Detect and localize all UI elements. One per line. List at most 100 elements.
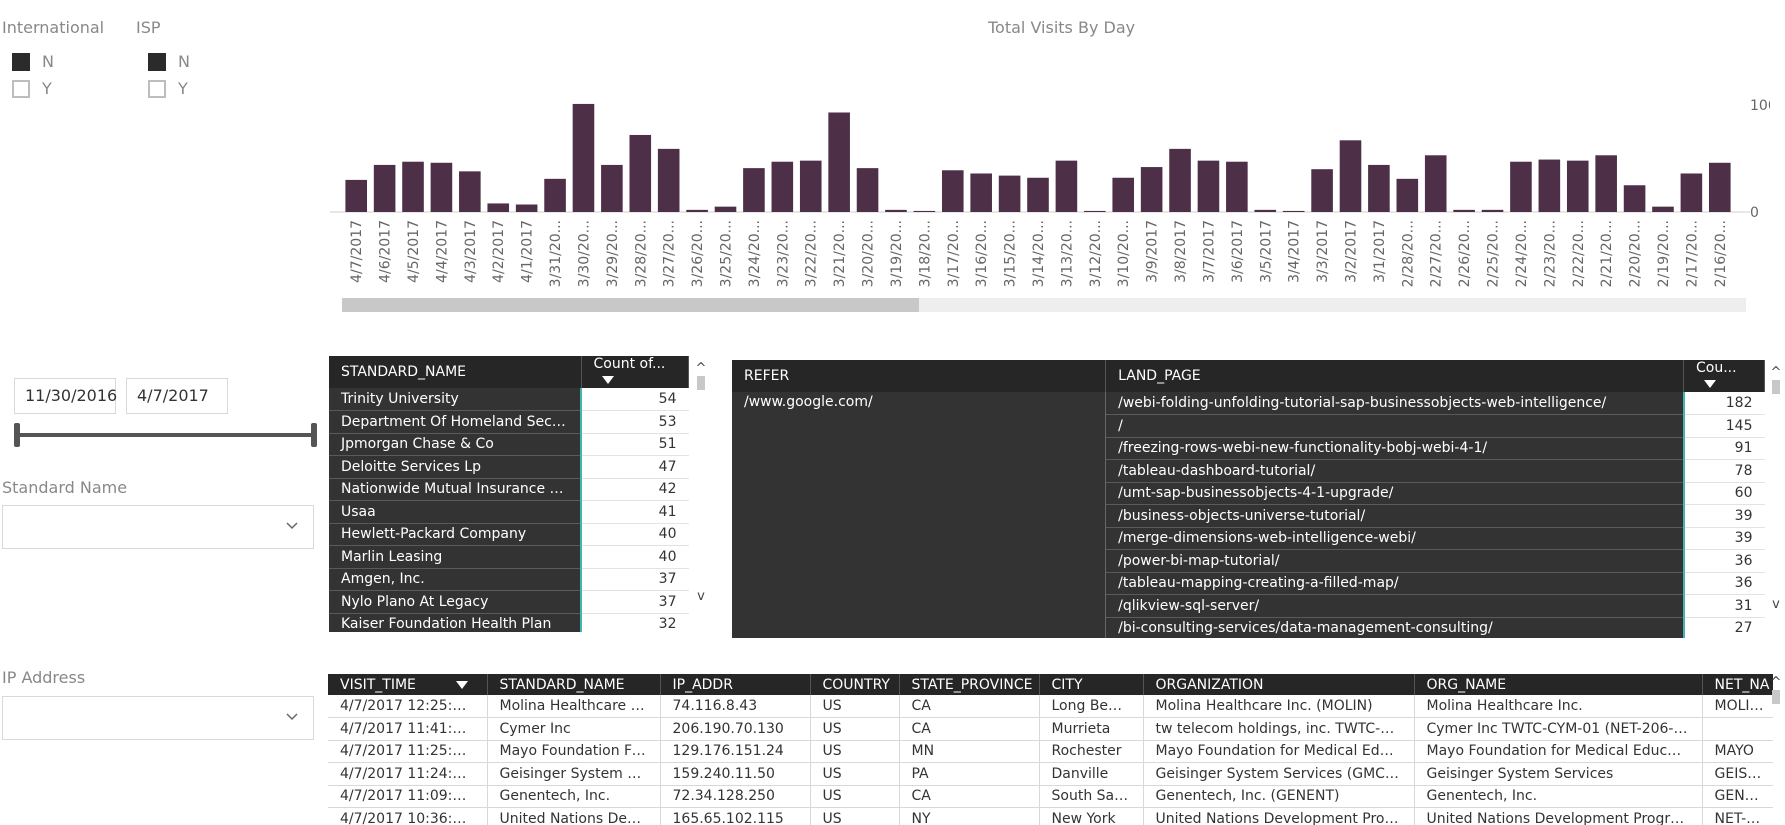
bar[interactable] [941, 170, 964, 212]
count-cell[interactable]: 54 [581, 388, 689, 411]
land-page-cell[interactable]: /qlikview-sql-server/ [1105, 594, 1685, 618]
bar[interactable] [1396, 178, 1419, 212]
table-row[interactable]: /www.google.com//webi-folding-unfolding-… [732, 392, 1765, 638]
checkbox-unchecked-icon[interactable] [12, 79, 30, 98]
cell-organization[interactable]: Geisinger System Services (GMC-5) [1143, 762, 1415, 786]
table-row[interactable]: Hewlett-Packard Company 40 [329, 523, 689, 546]
cell-net-na[interactable]: MAYO [1702, 740, 1773, 763]
date-range-start-handle[interactable] [14, 423, 20, 447]
cell-visit-time[interactable]: 4/7/2017 11:41:36 ... [328, 717, 488, 741]
count-cell[interactable]: 36 [1683, 549, 1765, 573]
table-row[interactable]: /power-bi-map-tutorial/ 36 [732, 549, 1765, 573]
standard-name-cell[interactable]: Nationwide Mutual Insurance Co... [329, 478, 582, 501]
standard-name-cell[interactable]: Marlin Leasing [329, 545, 582, 569]
scrollbar-thumb[interactable] [1772, 380, 1780, 394]
table-row[interactable]: Deloitte Services Lp 47 [329, 455, 689, 479]
land-page-cell[interactable]: /webi-folding-unfolding-tutorial-sap-bus… [1105, 392, 1685, 415]
bar[interactable] [970, 173, 992, 212]
cell-country[interactable]: US [810, 695, 900, 718]
cell-org-name[interactable]: Cymer Inc TWTC-CYM-01 (NET-206-1... [1414, 717, 1703, 741]
bar[interactable] [714, 206, 737, 212]
bar[interactable] [1623, 185, 1646, 212]
count-cell[interactable]: 40 [581, 545, 689, 569]
scrollbar-thumb[interactable] [697, 376, 705, 390]
cell-ip-addr[interactable]: 159.240.11.50 [660, 762, 811, 786]
bar[interactable] [1140, 167, 1163, 212]
cell-state-province[interactable]: CA [899, 695, 1040, 718]
cell-country[interactable]: US [810, 762, 900, 786]
column-header-count[interactable]: Cou... [1683, 360, 1765, 392]
scroll-up-icon[interactable]: ^ [1770, 675, 1782, 690]
count-cell[interactable]: 36 [1683, 572, 1765, 595]
standard-name-cell[interactable]: Hewlett-Packard Company [329, 523, 582, 546]
bar[interactable] [402, 161, 424, 212]
bar[interactable] [544, 178, 566, 212]
bar[interactable] [629, 134, 652, 212]
cell-net-na[interactable] [1702, 717, 1773, 741]
table-row[interactable]: Kaiser Foundation Health Plan 32 [329, 613, 689, 632]
bar[interactable] [1027, 177, 1049, 212]
table-row[interactable]: 4/7/2017 11:24:39 ... Geisinger System Se… [328, 762, 1773, 786]
isp-option-n[interactable]: N [148, 52, 190, 71]
land-page-cell[interactable]: /power-bi-map-tutorial/ [1105, 549, 1685, 573]
bar[interactable] [430, 162, 453, 212]
count-cell[interactable]: 47 [581, 455, 689, 479]
cell-standard-name[interactable]: Molina Healthcare Inc. [487, 695, 661, 718]
land-page-cell[interactable]: /tableau-dashboard-tutorial/ [1105, 459, 1685, 483]
bar[interactable] [1368, 164, 1390, 212]
bar[interactable] [828, 112, 850, 212]
standard-name-cell[interactable]: Amgen, Inc. [329, 568, 582, 591]
cell-country[interactable]: US [810, 717, 900, 741]
land-page-cell[interactable]: /bi-consulting-services/data-management-… [1105, 617, 1685, 638]
bar[interactable] [1510, 161, 1532, 212]
bar[interactable] [998, 175, 1021, 212]
land-page-cell[interactable]: / [1105, 414, 1685, 438]
bar[interactable] [1254, 209, 1277, 212]
cell-organization[interactable]: United Nations Development Progr... [1143, 807, 1415, 825]
count-cell[interactable]: 41 [581, 500, 689, 524]
bar[interactable] [487, 203, 510, 212]
column-header-land-page[interactable]: LAND_PAGE [1105, 360, 1685, 392]
bar[interactable] [1709, 162, 1731, 212]
checkbox-checked-icon[interactable] [148, 52, 166, 71]
count-cell[interactable]: 37 [581, 590, 689, 614]
checkbox-unchecked-icon[interactable] [148, 79, 166, 98]
column-header-ip-addr[interactable]: IP_ADDR [660, 674, 811, 695]
table-row[interactable]: Marlin Leasing 40 [329, 545, 689, 569]
count-cell[interactable]: 91 [1683, 437, 1765, 460]
table-row[interactable]: 4/7/2017 11:09:01 ... Genentech, Inc. 72.3… [328, 785, 1773, 808]
column-header-city[interactable]: CITY [1039, 674, 1144, 695]
bar[interactable] [1595, 155, 1617, 212]
table-row[interactable]: /umt-sap-businessobjects-4-1-upgrade/ 60 [732, 482, 1765, 505]
standard-name-cell[interactable]: Kaiser Foundation Health Plan [329, 613, 582, 632]
table-row[interactable]: /freezing-rows-webi-new-functionality-bo… [732, 437, 1765, 460]
table-row[interactable]: 4/7/2017 10:36:42 ... United Nations Deve… [328, 807, 1773, 825]
bar[interactable] [1282, 210, 1305, 212]
cell-organization[interactable]: Genentech, Inc. (GENENT) [1143, 785, 1415, 808]
cell-net-na[interactable]: GEISNET [1702, 762, 1773, 786]
cell-city[interactable]: Rochester [1039, 740, 1144, 763]
cell-ip-addr[interactable]: 165.65.102.115 [660, 807, 811, 825]
bar[interactable] [1538, 159, 1561, 212]
land-page-cell[interactable]: /freezing-rows-webi-new-functionality-bo… [1105, 437, 1685, 460]
bar[interactable] [601, 164, 623, 212]
bar[interactable] [913, 210, 936, 212]
table-row[interactable]: 4/7/2017 11:41:36 ... Cymer Inc 206.190.70… [328, 717, 1773, 741]
bar[interactable] [686, 209, 708, 212]
count-cell[interactable]: 51 [581, 433, 689, 456]
table-row[interactable]: Trinity University 54 [329, 388, 689, 411]
scroll-down-icon[interactable]: v [1772, 597, 1780, 612]
table-row[interactable]: Jpmorgan Chase & Co 51 [329, 433, 689, 456]
cell-country[interactable]: US [810, 740, 900, 763]
land-page-cell[interactable]: /business-objects-universe-tutorial/ [1105, 504, 1685, 528]
table-row[interactable]: 4/7/2017 12:25:55 ... Molina Healthcare I… [328, 695, 1773, 718]
cell-city[interactable]: Murrieta [1039, 717, 1144, 741]
scroll-up-icon[interactable]: ^ [1770, 365, 1782, 380]
bar[interactable] [1226, 161, 1248, 212]
standard-name-cell[interactable]: Usaa [329, 500, 582, 524]
refer-cell[interactable]: /www.google.com/ [732, 392, 1107, 638]
standard-name-cell[interactable]: Jpmorgan Chase & Co [329, 433, 582, 456]
bar[interactable] [345, 179, 367, 212]
land-page-cell[interactable]: /merge-dimensions-web-intelligence-webi/ [1105, 527, 1685, 550]
cell-city[interactable]: Long Beach [1039, 695, 1144, 718]
